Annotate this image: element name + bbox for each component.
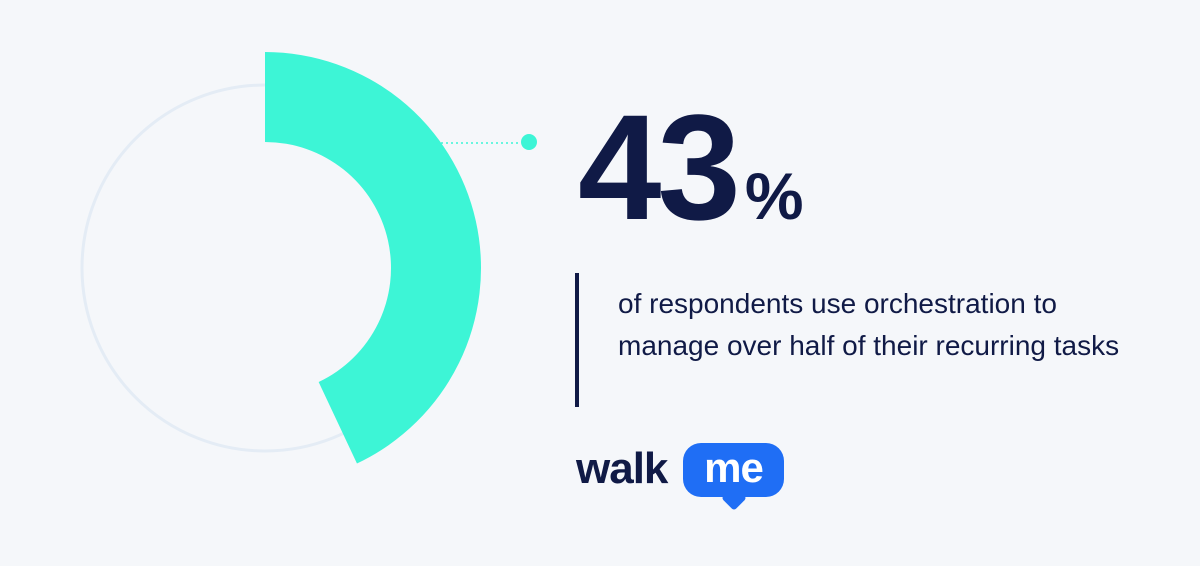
callout-dot <box>521 134 537 150</box>
stat-value: 43% <box>578 92 804 242</box>
stat-percent-sign: % <box>744 159 804 233</box>
donut-slice <box>265 52 481 464</box>
logo-word: walk <box>576 444 668 493</box>
description-accent-bar <box>575 273 579 407</box>
stat-description: of respondents use orchestration to mana… <box>618 288 1120 361</box>
walkme-logo: walk me <box>576 440 796 516</box>
logo-speech-bubble: me <box>683 443 784 497</box>
stat-number: 43 <box>578 83 741 251</box>
